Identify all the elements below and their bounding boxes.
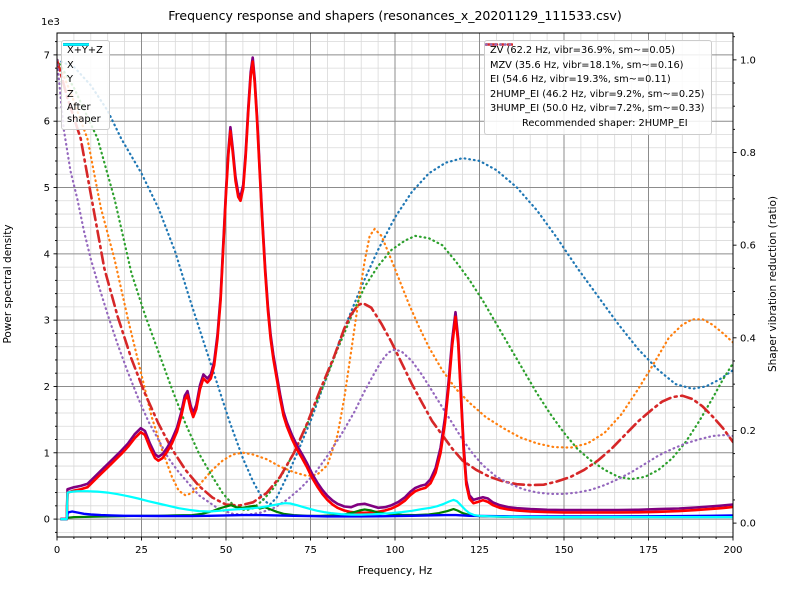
legend-entry: Z [63,43,103,103]
legend-line-sample [485,43,513,46]
legend-entry-label: EI (54.6 Hz, vibr=19.3%, sm~=0.11) [490,74,671,86]
legend-entry: Y [63,43,103,88]
tick-label: 0 [54,545,60,556]
tick-label: 5 [44,183,50,194]
tick-label: 0.8 [740,148,756,159]
legend-entry-label: After shaper [67,102,101,125]
curve-3hump-ei [57,58,733,516]
tick-label: 0 [44,515,50,526]
legend-entry-label: Z [67,88,74,100]
tick-label: 2 [44,382,50,393]
tick-label: 75 [304,545,317,556]
y-axis-right-label: Shaper vibration reduction (ratio) [767,195,779,373]
tick-label: 1.0 [740,55,756,66]
curve-x [60,60,733,521]
tick-labels: 0 25 50 75 100 125 150 175 200 0 1 2 3 4 5 6 7 0.0 0.2 0.4 0… [44,50,756,556]
curve-2hump-ei [57,58,733,507]
tick-label: 7 [44,50,50,61]
tick-label: 0.6 [740,241,756,252]
tick-label: 125 [470,545,489,556]
curves [57,56,733,521]
tick-marks [53,36,737,541]
tick-label: 1 [44,448,50,459]
tick-label: 150 [554,545,573,556]
legend-entry: ZV (62.2 Hz, vibr=36.9%, sm~=0.05) [485,43,705,59]
tick-label: 3 [44,316,50,327]
legend-entry-label: X [67,59,74,71]
legend-psd: X+Y+Z X Y Z After shaper [61,40,110,130]
legend-entry: 2HUMP_EI (46.2 Hz, vibr=9.2%, sm~=0.25) [485,43,705,103]
legend-entry: After shaper [63,43,103,126]
legend-entry-label: 2HUMP_EI (46.2 Hz, vibr=9.2%, sm~=0.25) [490,88,705,100]
x-axis-label: Frequency, Hz [357,565,433,577]
legend-entry: 3HUMP_EI (50.0 Hz, vibr=7.2%, sm~=0.33) [485,43,705,117]
legend-shapers: ZV (62.2 Hz, vibr=36.9%, sm~=0.05) MZV (3… [484,40,712,135]
tick-label: 6 [44,117,50,128]
tick-label: 175 [639,545,658,556]
legend-recommended-shaper: Recommended shaper: 2HUMP_EI [522,117,688,129]
legend-entry: EI (54.6 Hz, vibr=19.3%, sm~=0.11) [485,43,705,88]
legend-entry: X [63,43,103,74]
tick-label: 0.4 [740,333,756,344]
curve-zv [57,58,733,506]
curve-mzv [57,58,733,497]
legend-entry-label: ZV (62.2 Hz, vibr=36.9%, sm~=0.05) [490,45,676,57]
tick-label: 0.2 [740,426,756,437]
tick-label: 100 [385,545,404,556]
tick-label: 200 [723,545,742,556]
curve-ei [57,58,733,512]
curve-after-shaper [60,490,733,521]
y-axis-left-label: Power spectral density [2,224,14,344]
tick-label: 0.0 [740,519,756,530]
legend-entry-label: MZV (35.6 Hz, vibr=18.1%, sm~=0.16) [490,59,684,71]
legend-entry: MZV (35.6 Hz, vibr=18.1%, sm~=0.16) [485,43,705,74]
legend-entry-label: X+Y+Z [67,45,103,57]
y-axis-offset-label: 1e3 [41,17,60,28]
tick-label: 25 [135,545,148,556]
legend-line-sample [63,43,89,46]
tick-label: 50 [220,545,233,556]
tick-label: 4 [44,249,50,260]
legend-entry-label: 3HUMP_EI (50.0 Hz, vibr=7.2%, sm~=0.33) [490,103,705,115]
legend-entry-label: Y [67,74,73,86]
chart-title: Frequency response and shapers (resonanc… [168,8,622,23]
